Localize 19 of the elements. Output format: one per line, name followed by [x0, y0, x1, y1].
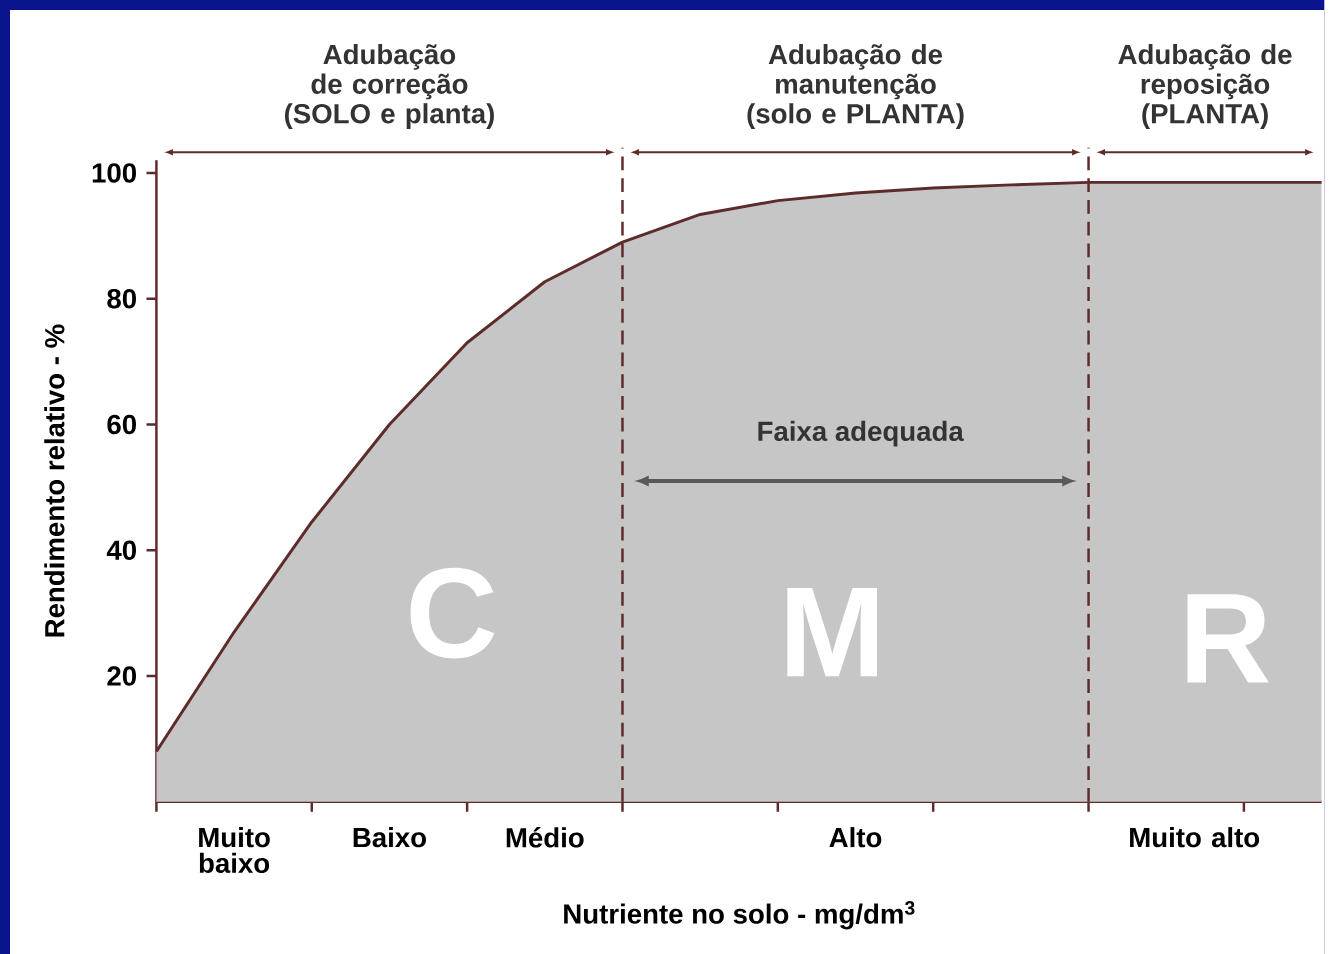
- y-tick-label: 40: [106, 540, 136, 560]
- annotation: C: [410, 567, 495, 659]
- y-tick-label: 80: [107, 288, 136, 309]
- text: Muito alto: [1130, 826, 1260, 848]
- y-axis-title: Rendimento relativo - %: [44, 324, 65, 637]
- y-tick-label: 20: [107, 666, 136, 686]
- annotation: M: [787, 587, 878, 676]
- text: Adubação de reposição (PLANTA): [1118, 43, 1292, 129]
- text: Médio: [506, 826, 584, 848]
- text: Baixo: [353, 826, 426, 848]
- annotation: Faixa adequada: [758, 420, 964, 447]
- text: Adubação de manutenção (solo e PLANTA): [747, 43, 964, 129]
- annotation: R: [1187, 594, 1269, 683]
- y-tick-label: 60: [107, 414, 136, 435]
- text: Alto: [829, 826, 882, 848]
- text: Muito baixo: [199, 826, 270, 873]
- text: Adubação de correção (SOLO e planta): [284, 43, 494, 129]
- y-tick-label: 100: [92, 163, 136, 183]
- x-axis-title: Nutriente no solo - mg/dm$^{3}$: [564, 900, 915, 930]
